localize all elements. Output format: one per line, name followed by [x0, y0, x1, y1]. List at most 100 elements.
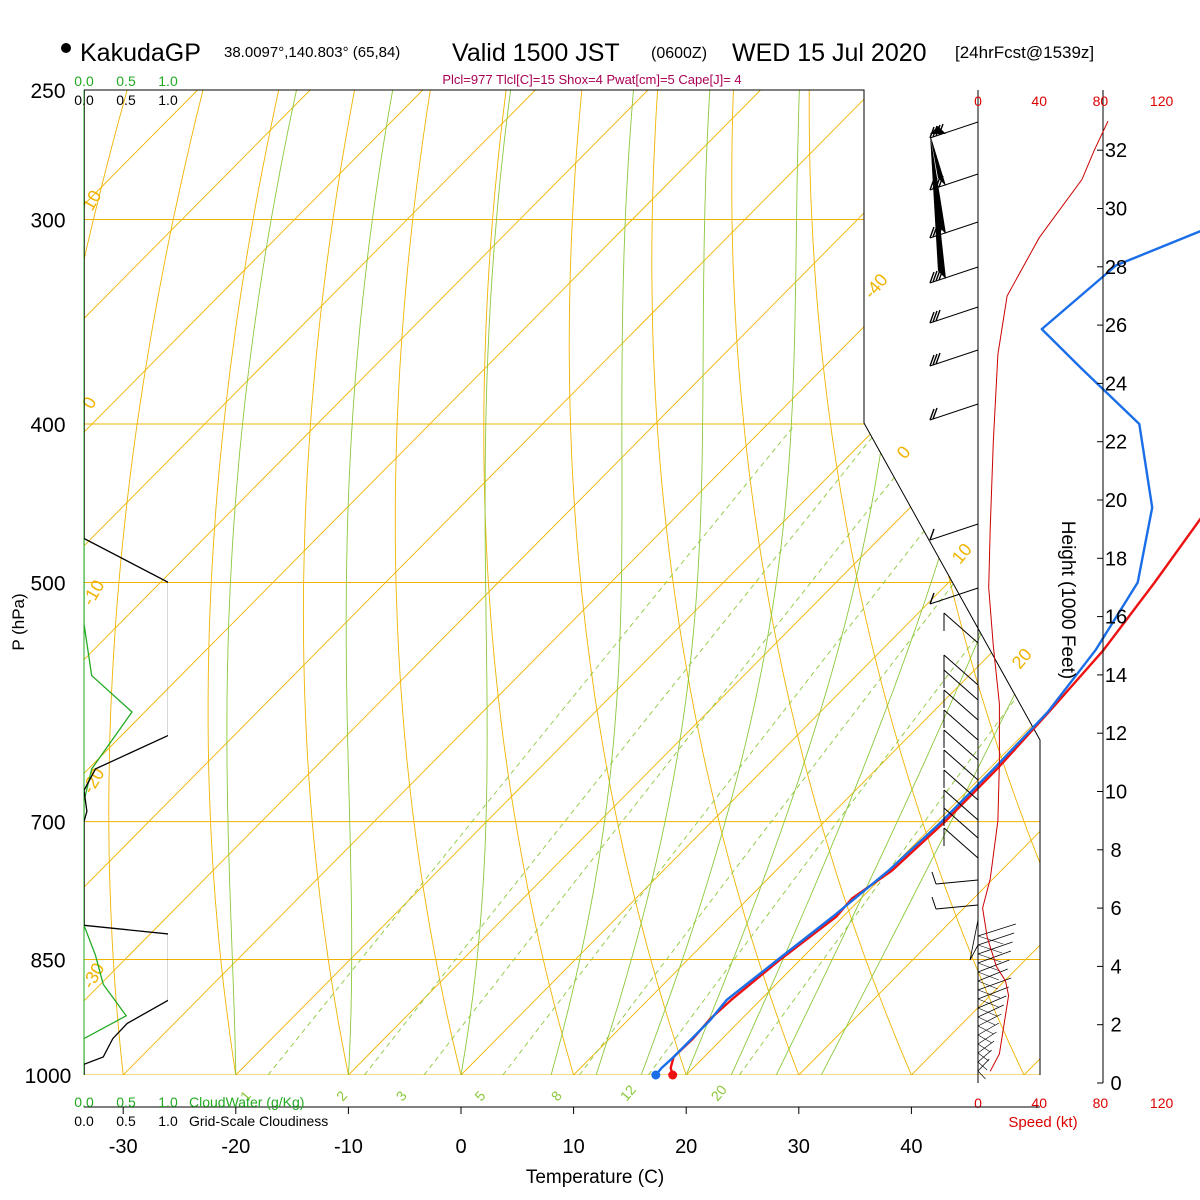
- cloudiness-tick-label: 1.0: [158, 1113, 178, 1129]
- dry-adiabat-line: [108, 90, 204, 1075]
- pressure-tick-label: 400: [30, 414, 65, 437]
- dry-adiabat-line: [808, 90, 1025, 1075]
- height-tick-label: 0: [1110, 1073, 1121, 1095]
- isotherm-line: [84, 90, 311, 1075]
- wind-barb-low: [977, 935, 1004, 945]
- x-axis-title: Temperature (C): [526, 1167, 664, 1188]
- temperature-tick-label: 0: [455, 1136, 466, 1158]
- chart-header: KakudaGP 38.0097°,140.803° (65,84) Valid…: [61, 39, 1094, 87]
- cloudwater-tick-label: 0.0: [74, 1094, 94, 1110]
- cloudiness-line: [84, 90, 168, 1075]
- speed-tick-bottom: 40: [1031, 1095, 1047, 1111]
- moist-adiabat-line: [345, 90, 394, 1075]
- isotherm-label: 0: [78, 393, 100, 412]
- cloudwater-line: [84, 90, 133, 1075]
- moist-adiabat-line: [595, 90, 711, 1075]
- height-tick-label: 28: [1105, 257, 1127, 279]
- isotherm-line: [84, 90, 874, 1075]
- moist-adiabat-line: [640, 90, 800, 1075]
- isotherm-line: [84, 90, 987, 1075]
- wind-barb-flag: [931, 896, 937, 910]
- wind-barb-shaft: [943, 689, 979, 721]
- wind-barb-low: [977, 1058, 990, 1072]
- dry-adiabat-line: [960, 90, 1040, 1075]
- isotherm-line: [84, 90, 536, 1075]
- wind-barb-low: [977, 950, 1012, 964]
- height-tick-label: 32: [1105, 140, 1127, 162]
- wind-barb-feather: [929, 311, 935, 324]
- dry-adiabat-line: [651, 90, 800, 1075]
- speed-tick-bottom: 80: [1093, 1095, 1109, 1111]
- speed-height-panel: 0040408080120120024681012141618202224262…: [974, 90, 1173, 1111]
- wind-barb-feather: [935, 309, 941, 322]
- isotherm-label: -20: [78, 764, 108, 797]
- wind-barb-feather: [932, 353, 938, 366]
- mixing-ratio-label: 2: [333, 1088, 350, 1104]
- dry-adiabat-line: [1188, 90, 1200, 1075]
- wind-barb-low: [977, 971, 999, 981]
- cloudiness-tick-top: 0.5: [116, 92, 136, 108]
- wind-barb-low: [977, 1070, 986, 1080]
- temperature-tick-label: -10: [334, 1136, 363, 1158]
- wind-barb-low: [977, 1007, 997, 1017]
- dry-adiabat-line: [394, 90, 462, 1075]
- wind-barb-low: [977, 1022, 1000, 1036]
- speed-tick-bottom: 0: [974, 1095, 982, 1111]
- wind-barb-feather: [932, 310, 938, 323]
- wind-barbs: [929, 121, 1016, 1080]
- dry-adiabat-line: [731, 90, 912, 1075]
- wind-barb-low: [977, 1040, 995, 1054]
- wind-barb-shaft: [943, 807, 979, 839]
- cloudiness-panel: [84, 90, 168, 1075]
- wind-barb-feather: [929, 354, 935, 367]
- moist-adiabat-line: [775, 90, 1040, 1075]
- wind-barb-shaft: [943, 669, 979, 701]
- wind-barb-shaft: [943, 612, 979, 644]
- mixing-ratio-label: 20: [708, 1082, 730, 1104]
- cloudwater-tick-top: 1.0: [158, 73, 178, 89]
- height-tick-label: 24: [1105, 373, 1127, 395]
- height-tick-label: 2: [1110, 1015, 1121, 1037]
- wind-barb-low: [977, 1034, 993, 1044]
- wind-barb-low: [977, 986, 1009, 1000]
- moist-adiabat-line: [226, 90, 297, 1075]
- temperature-tick-label: 10: [562, 1136, 584, 1158]
- wind-barb-feather: [929, 592, 935, 605]
- wind-barb-shaft: [929, 587, 979, 605]
- surface-dewpoint-point: [651, 1070, 661, 1080]
- wind-barb-feather: [935, 352, 941, 365]
- mixing-ratio-label: 12: [617, 1082, 639, 1104]
- wind-barb: [943, 827, 979, 859]
- valid-time: Valid 1500 JST: [452, 39, 620, 67]
- temperature-tick-label: -20: [221, 1136, 250, 1158]
- cloudiness-tick-top: 0.0: [74, 92, 94, 108]
- wind-barb: [929, 523, 979, 541]
- isotherm-label: -40: [860, 270, 892, 303]
- pressure-tick-label: 1000: [25, 1065, 72, 1088]
- wind-barb-feather: [929, 528, 935, 541]
- height-tick-label: 10: [1105, 782, 1127, 804]
- wind-barb: [929, 349, 979, 367]
- wind-barb-low: [977, 980, 998, 990]
- isotherm-label: -10: [78, 576, 108, 609]
- wind-barb-shaft: [935, 904, 979, 910]
- wind-barb: [929, 121, 979, 139]
- wind-barb-pennant: [930, 134, 946, 234]
- isotherm-line: [348, 90, 1040, 1075]
- wind-barb-shaft: [929, 266, 979, 284]
- pressure-tick-label: 700: [30, 812, 65, 835]
- speed-tick-top: 0: [974, 93, 982, 109]
- wind-barb-low: [977, 944, 1003, 954]
- wind-barb-low: [977, 962, 1001, 972]
- wind-barb-feather: [932, 407, 938, 420]
- mixing-ratio-line: [739, 423, 1040, 1075]
- wind-barb: [929, 134, 979, 284]
- wind-barb-low: [977, 1004, 1004, 1018]
- dewpoint-line: [654, 230, 1200, 1076]
- cloudwater-tick-top: 0.5: [116, 73, 136, 89]
- wind-barb-shaft: [943, 749, 979, 781]
- wind-barb: [943, 689, 979, 721]
- speed-line: [982, 120, 1109, 1072]
- wind-barb-feather: [929, 271, 935, 284]
